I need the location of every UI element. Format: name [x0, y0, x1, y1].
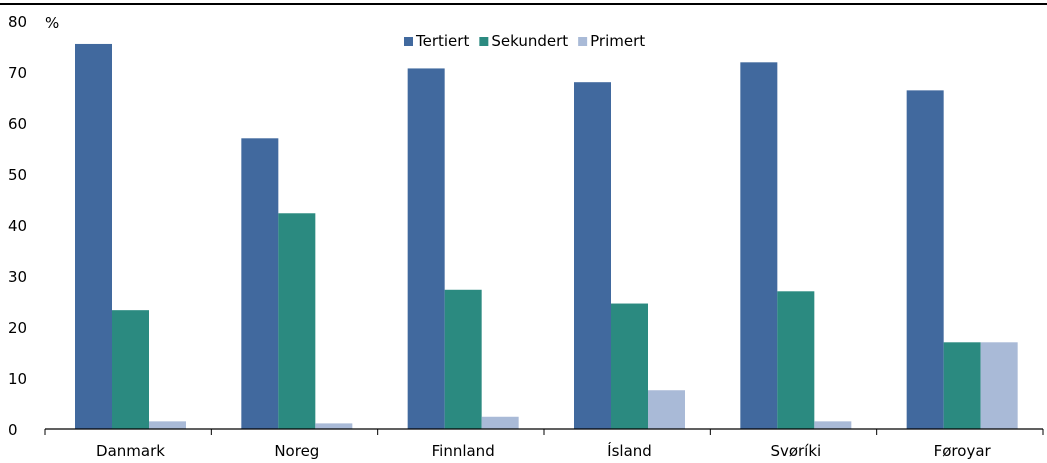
- bar-sekundert-3: [444, 289, 482, 429]
- legend-label: Primert: [590, 32, 645, 50]
- bar-sekundert-1: [112, 310, 149, 429]
- bar-primert-1: [149, 421, 186, 429]
- x-tick-label: Danmark: [96, 442, 165, 459]
- y-tick-label: 30: [8, 268, 27, 286]
- y-tick-label: 20: [8, 319, 27, 337]
- x-tick-label: Svøríki: [770, 442, 821, 459]
- y-tick-label: 0: [8, 421, 18, 439]
- bar-sekundert-4: [611, 303, 648, 429]
- y-tick-label: 40: [8, 217, 27, 235]
- x-tick-label: Finnland: [432, 442, 495, 459]
- x-axis-tick-marks: [44, 429, 1044, 435]
- y-tick-label: 70: [8, 64, 27, 82]
- legend-swatch: [578, 37, 588, 46]
- x-tick-label: Ísland: [607, 441, 652, 459]
- bar-sekundert-5: [777, 291, 815, 429]
- bar-primert-5: [814, 421, 852, 429]
- x-tick-label: Føroyar: [934, 442, 992, 459]
- bar-primert-3: [481, 416, 519, 429]
- x-tick-label: Noreg: [274, 442, 319, 459]
- bar-primert-4: [648, 390, 685, 429]
- legend-swatch: [479, 37, 489, 46]
- bar-tertiert-5: [740, 62, 778, 430]
- bar-tertiert-4: [574, 82, 611, 429]
- bar-primert-2: [315, 423, 353, 429]
- y-tick-label: 10: [8, 370, 27, 388]
- bar-tertiert-3: [407, 68, 445, 430]
- legend-swatch: [404, 37, 413, 46]
- bar-primert-6: [980, 342, 1018, 429]
- y-axis-tick-labels: 0 10 20 30 40 50 60 70 80: [8, 13, 27, 439]
- bar-series-group: [75, 43, 1018, 430]
- bar-tertiert-2: [241, 138, 279, 430]
- y-tick-label: 50: [8, 166, 27, 184]
- legend-label: Sekundert: [491, 32, 568, 50]
- bar-tertiert-1: [75, 43, 112, 429]
- x-axis-category-labels: Danmark Noreg Finnland Ísland Svøríki Føroyar: [96, 441, 992, 460]
- bar-tertiert-6: [906, 90, 944, 430]
- legend: Tertiert Sekundert Primert: [404, 32, 645, 50]
- bar-sekundert-6: [943, 342, 981, 429]
- bar-sekundert-2: [278, 213, 316, 429]
- y-tick-label: 60: [8, 115, 27, 133]
- y-axis-unit-label: %: [45, 14, 59, 32]
- legend-label: Tertiert: [415, 32, 469, 50]
- y-tick-label: 80: [8, 13, 27, 31]
